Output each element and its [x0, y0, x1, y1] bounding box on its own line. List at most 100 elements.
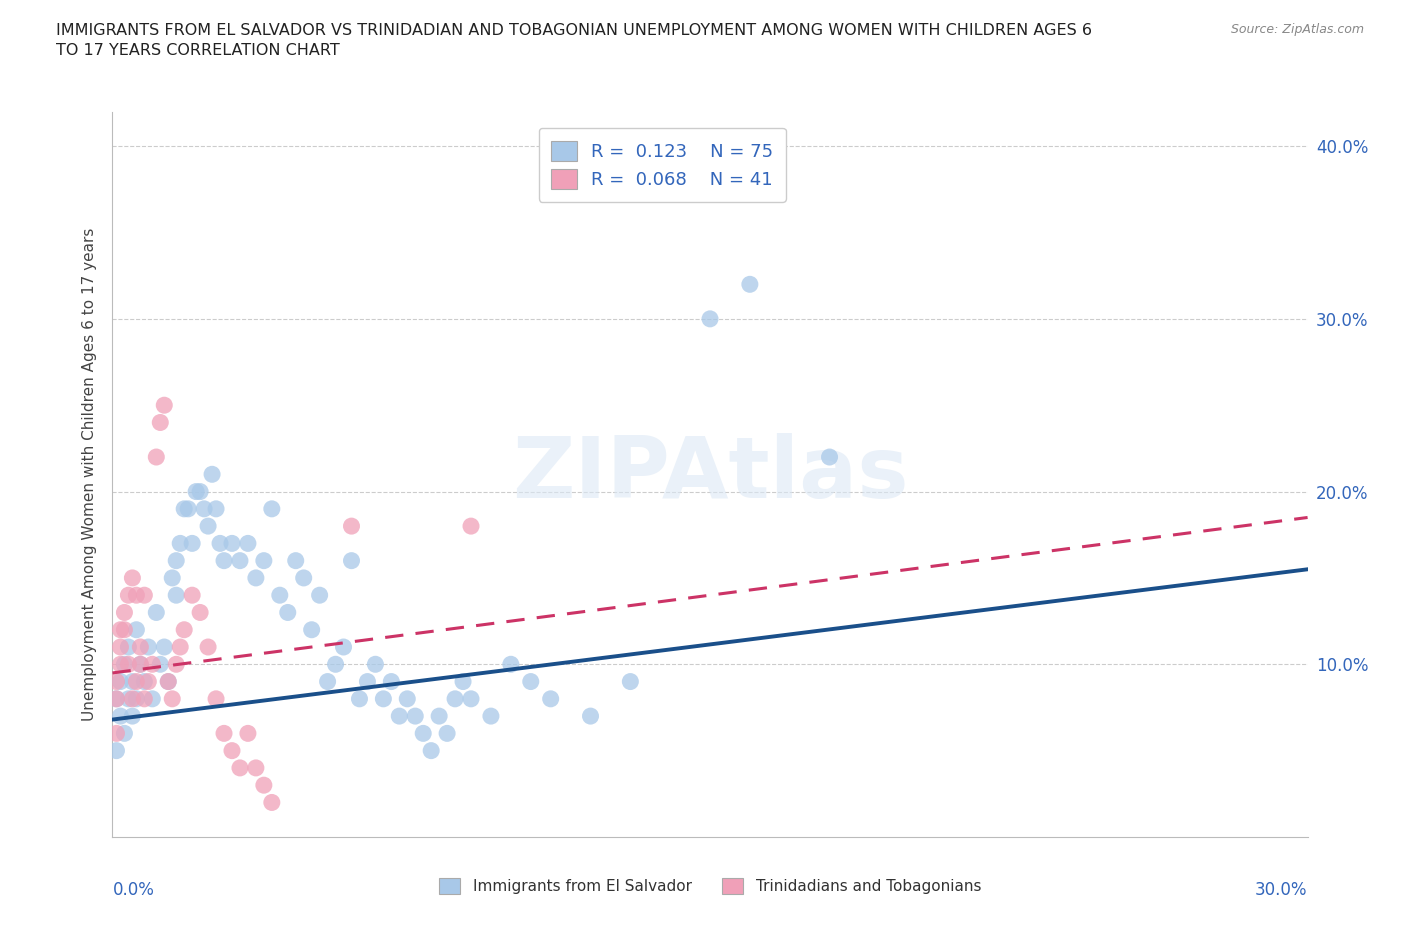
Point — [110, 709, 132, 724]
Point — [540, 691, 562, 706]
Point — [308, 588, 330, 603]
Point — [110, 674, 132, 689]
Legend: Immigrants from El Salvador, Trinidadians and Tobagonians: Immigrants from El Salvador, Trinidadian… — [432, 870, 988, 902]
Point — [229, 761, 252, 776]
Point — [134, 674, 156, 689]
Point — [117, 588, 139, 603]
Point — [153, 640, 176, 655]
Point — [105, 691, 128, 706]
Point — [173, 622, 195, 637]
Point — [138, 674, 160, 689]
Point — [579, 709, 602, 724]
Point — [117, 657, 139, 671]
Point — [699, 312, 721, 326]
Point — [229, 553, 252, 568]
Point — [212, 726, 235, 741]
Point — [364, 657, 387, 671]
Point — [197, 640, 219, 655]
Point — [114, 657, 135, 671]
Point — [460, 519, 482, 534]
Point — [197, 519, 219, 534]
Point — [253, 777, 276, 792]
Point — [138, 640, 160, 655]
Text: 0.0%: 0.0% — [112, 881, 155, 898]
Point — [444, 691, 467, 706]
Point — [165, 657, 187, 671]
Point — [165, 588, 187, 603]
Point — [301, 622, 323, 637]
Point — [114, 622, 135, 637]
Point — [141, 657, 163, 671]
Point — [245, 761, 267, 776]
Point — [110, 640, 132, 655]
Point — [412, 726, 434, 741]
Point — [292, 570, 315, 585]
Point — [157, 674, 180, 689]
Point — [121, 709, 143, 724]
Point — [125, 674, 148, 689]
Point — [373, 691, 395, 706]
Point — [738, 277, 761, 292]
Text: IMMIGRANTS FROM EL SALVADOR VS TRINIDADIAN AND TOBAGONIAN UNEMPLOYMENT AMONG WOM: IMMIGRANTS FROM EL SALVADOR VS TRINIDADI… — [56, 23, 1092, 58]
Point — [340, 519, 363, 534]
Point — [125, 691, 148, 706]
Point — [245, 570, 267, 585]
Point — [349, 691, 371, 706]
Point — [205, 691, 228, 706]
Point — [110, 622, 132, 637]
Text: ZIPAtlas: ZIPAtlas — [512, 432, 908, 516]
Point — [165, 553, 187, 568]
Point — [209, 536, 232, 551]
Point — [404, 709, 426, 724]
Point — [316, 674, 339, 689]
Point — [236, 726, 259, 741]
Point — [173, 501, 195, 516]
Point — [186, 485, 208, 499]
Point — [121, 570, 143, 585]
Point — [125, 588, 148, 603]
Point — [153, 398, 176, 413]
Point — [380, 674, 402, 689]
Point — [105, 743, 128, 758]
Point — [221, 536, 243, 551]
Point — [221, 743, 243, 758]
Point — [121, 674, 143, 689]
Point — [169, 536, 191, 551]
Point — [129, 657, 152, 671]
Point — [269, 588, 291, 603]
Point — [420, 743, 443, 758]
Point — [141, 691, 163, 706]
Point — [117, 691, 139, 706]
Point — [181, 536, 204, 551]
Point — [134, 588, 156, 603]
Point — [619, 674, 641, 689]
Point — [284, 553, 307, 568]
Point — [105, 726, 128, 741]
Point — [499, 657, 522, 671]
Point — [188, 605, 211, 620]
Point — [260, 795, 283, 810]
Point — [105, 691, 128, 706]
Point — [105, 674, 128, 689]
Point — [162, 570, 183, 585]
Point — [332, 640, 354, 655]
Point — [253, 553, 276, 568]
Point — [134, 691, 156, 706]
Point — [460, 691, 482, 706]
Point — [427, 709, 450, 724]
Point — [340, 553, 363, 568]
Point — [388, 709, 411, 724]
Point — [149, 415, 172, 430]
Point — [181, 588, 204, 603]
Point — [157, 674, 180, 689]
Point — [451, 674, 474, 689]
Point — [162, 691, 183, 706]
Point — [436, 726, 458, 741]
Y-axis label: Unemployment Among Women with Children Ages 6 to 17 years: Unemployment Among Women with Children A… — [82, 228, 97, 721]
Point — [114, 726, 135, 741]
Point — [479, 709, 502, 724]
Point — [145, 449, 167, 464]
Point — [114, 605, 135, 620]
Point — [145, 605, 167, 620]
Point — [188, 485, 211, 499]
